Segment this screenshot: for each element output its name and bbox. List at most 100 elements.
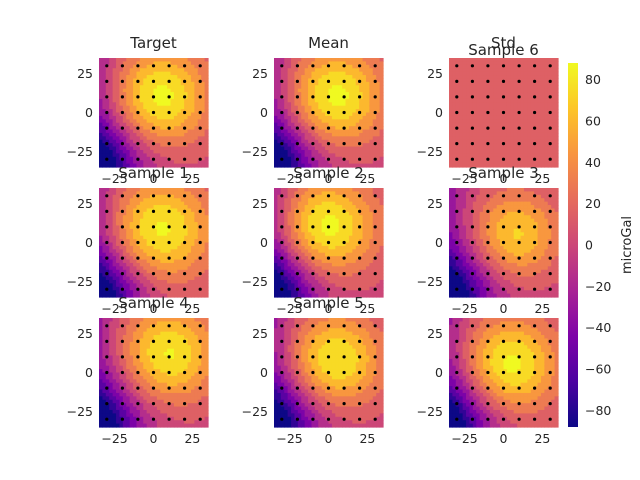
- contour-cell: [143, 208, 148, 213]
- contour-cell: [126, 68, 131, 73]
- contour-cell: [476, 75, 481, 80]
- contour-cell: [318, 256, 323, 261]
- contour-cell: [173, 126, 178, 131]
- contour-cell: [122, 293, 127, 298]
- contour-cell: [136, 201, 141, 206]
- station-dot: [105, 209, 109, 213]
- contour-cell: [544, 136, 549, 141]
- contour-cell: [112, 105, 117, 110]
- contour-cell: [126, 201, 131, 206]
- contour-cell: [523, 98, 528, 103]
- contour-cell: [520, 119, 525, 124]
- contour-cell: [194, 194, 199, 199]
- contour-cell: [116, 259, 121, 264]
- contour-cell: [150, 81, 155, 86]
- contour-cell: [325, 218, 330, 223]
- contour-cell: [365, 64, 370, 69]
- contour-cell: [126, 153, 131, 158]
- contour-cell: [274, 225, 279, 230]
- contour-cell: [170, 252, 175, 257]
- contour-cell: [291, 283, 296, 288]
- contour-cell: [187, 163, 192, 168]
- contour-cell: [540, 160, 545, 165]
- contour-cell: [150, 71, 155, 76]
- contour-cell: [129, 109, 134, 114]
- contour-cell: [462, 160, 467, 165]
- contour-cell: [201, 129, 206, 134]
- contour-cell: [369, 112, 374, 117]
- contour-cell: [287, 215, 292, 220]
- contour-cell: [500, 160, 505, 165]
- contour-cell: [308, 276, 313, 281]
- y-tick-label: 0: [260, 105, 268, 120]
- contour-cell: [318, 188, 323, 193]
- contour-cell: [143, 98, 148, 103]
- contour-cell: [150, 259, 155, 264]
- contour-cell: [314, 143, 319, 148]
- contour-cell: [547, 61, 552, 66]
- contour-cell: [311, 88, 316, 93]
- contour-cell: [318, 218, 323, 223]
- contour-cell: [167, 222, 172, 227]
- contour-cell: [119, 153, 124, 158]
- contour-cell: [466, 136, 471, 141]
- contour-cell: [376, 81, 381, 86]
- contour-cell: [517, 88, 522, 93]
- contour-cell: [365, 115, 370, 120]
- contour-cell: [506, 143, 511, 148]
- contour-cell: [331, 75, 336, 80]
- contour-cell: [513, 105, 518, 110]
- contour-cell: [143, 205, 148, 210]
- contour-cell: [112, 109, 117, 114]
- contour-cell: [362, 71, 367, 76]
- station-dot: [105, 64, 109, 68]
- contour-cell: [452, 143, 457, 148]
- contour-cell: [304, 105, 309, 110]
- contour-cell: [156, 222, 161, 227]
- contour-cell: [167, 266, 172, 271]
- contour-cell: [163, 276, 168, 281]
- contour-cell: [308, 64, 313, 69]
- contour-cell: [335, 232, 340, 237]
- contour-cell: [129, 160, 134, 165]
- contour-cell: [139, 75, 144, 80]
- contour-cell: [284, 269, 289, 274]
- contour-cell: [129, 228, 134, 233]
- contour-cell: [294, 71, 299, 76]
- contour-cell: [544, 102, 549, 107]
- contour-cell: [109, 61, 114, 66]
- contour-cell: [139, 283, 144, 288]
- contour-cell: [180, 98, 185, 103]
- contour-cell: [489, 136, 494, 141]
- contour-cell: [201, 259, 206, 264]
- contour-cell: [513, 71, 518, 76]
- contour-cell: [122, 259, 127, 264]
- contour-cell: [335, 75, 340, 80]
- contour-cell: [177, 122, 182, 127]
- contour-cell: [122, 256, 127, 261]
- contour-cell: [109, 188, 114, 193]
- contour-cell: [503, 81, 508, 86]
- contour-cell: [308, 290, 313, 295]
- contour-cell: [449, 78, 454, 83]
- contour-cell: [345, 153, 350, 158]
- contour-cell: [369, 149, 374, 154]
- x-tick-label: 0: [325, 171, 333, 186]
- contour-cell: [153, 153, 158, 158]
- contour-cell: [479, 136, 484, 141]
- contour-cell: [483, 119, 488, 124]
- contour-cell: [328, 194, 333, 199]
- y-tick-label: 25: [77, 66, 93, 81]
- contour-cell: [187, 126, 192, 131]
- contour-cell: [301, 146, 306, 151]
- contour-cell: [112, 122, 117, 127]
- contour-cell: [150, 68, 155, 73]
- contour-cell: [328, 163, 333, 168]
- contour-cell: [136, 279, 141, 284]
- contour-cell: [136, 235, 141, 240]
- contour-cell: [122, 211, 127, 216]
- contour-cell: [493, 132, 498, 137]
- contour-cell: [136, 149, 141, 154]
- contour-cell: [197, 188, 202, 193]
- contour-cell: [486, 153, 491, 158]
